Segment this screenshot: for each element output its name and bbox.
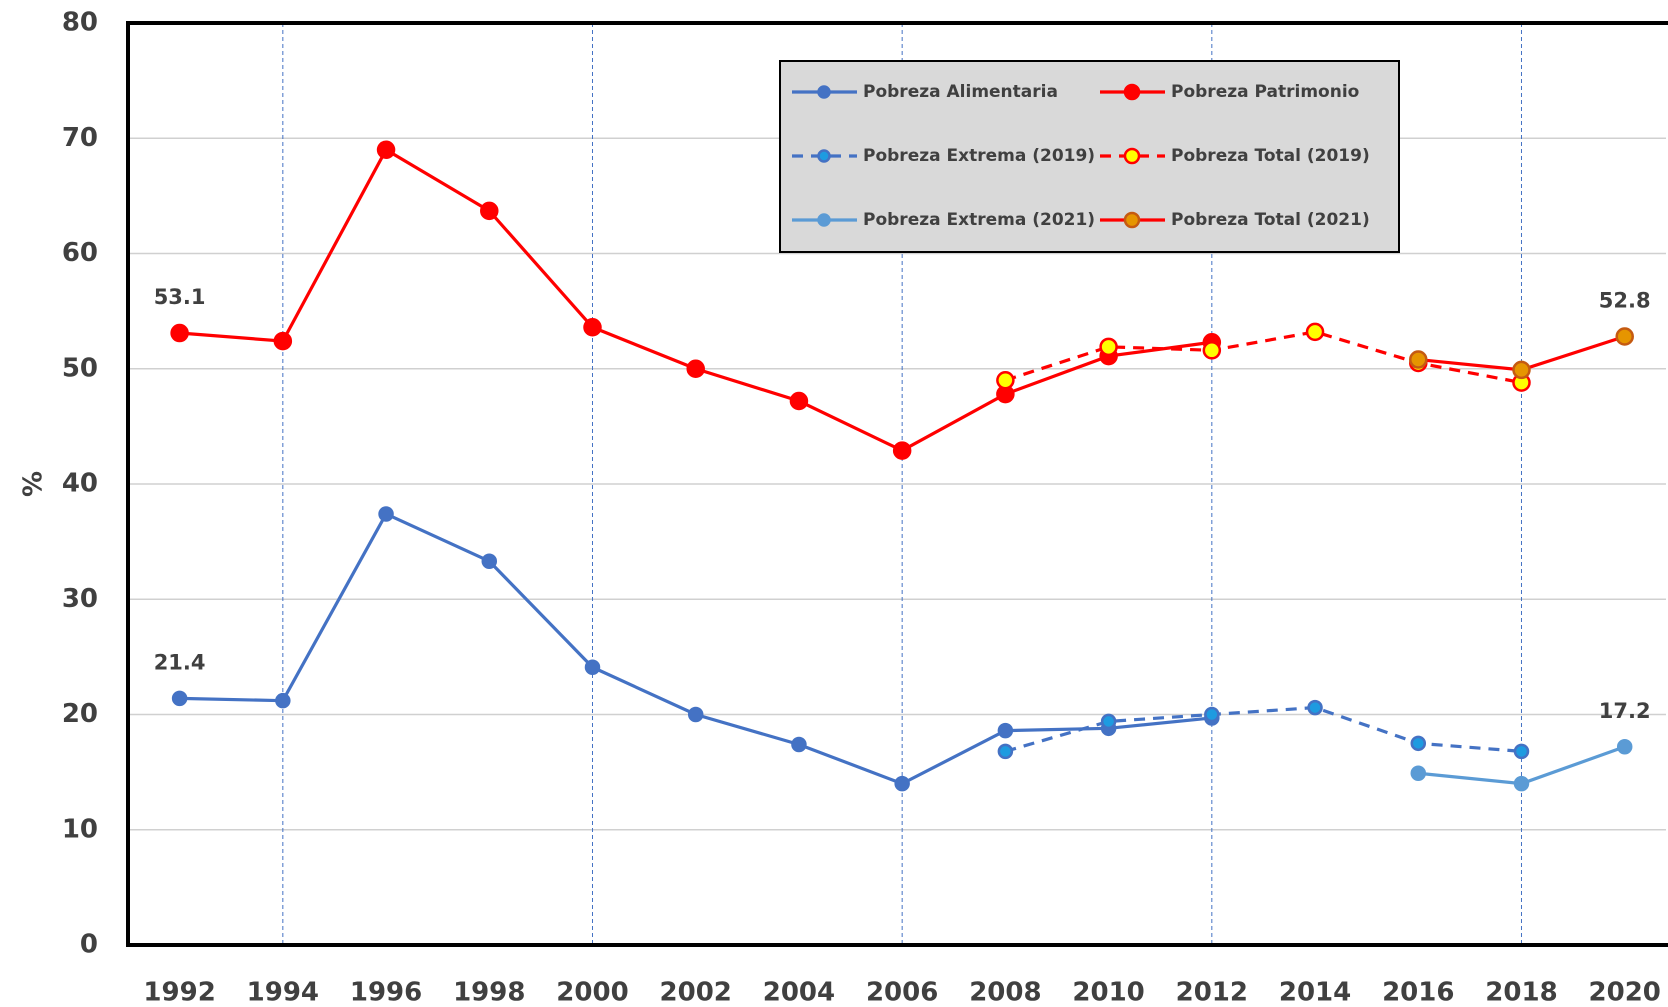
marker xyxy=(1513,775,1530,792)
x-tick-label: 2014 xyxy=(1279,978,1351,1007)
marker xyxy=(1410,735,1427,752)
x-tick-label: 2006 xyxy=(866,978,938,1007)
series-line xyxy=(1004,705,1522,753)
y-tick-label: 10 xyxy=(62,814,98,844)
x-tick-label: 2018 xyxy=(1485,978,1557,1007)
marker xyxy=(275,692,291,709)
marker xyxy=(789,391,809,411)
marker xyxy=(1099,337,1118,357)
x-tick-label: 2004 xyxy=(763,978,835,1007)
legend-box xyxy=(779,60,1400,253)
marker xyxy=(170,323,189,343)
marker xyxy=(1307,699,1323,716)
marker xyxy=(584,659,601,675)
legend-label: Pobreza Extrema (2021) xyxy=(863,210,1095,230)
x-tick-label: 2010 xyxy=(1072,978,1144,1007)
marker xyxy=(1409,350,1428,369)
x-tick-label: 1996 xyxy=(350,978,422,1007)
marker xyxy=(378,506,394,522)
marker xyxy=(1100,713,1117,730)
marker xyxy=(583,318,602,337)
marker xyxy=(480,201,499,221)
plot-border xyxy=(126,21,1668,947)
x-tick-label: 2000 xyxy=(556,978,628,1007)
legend-marker xyxy=(817,85,831,99)
data-label: 52.8 xyxy=(1599,288,1651,312)
data-label: 53.1 xyxy=(154,285,206,309)
marker xyxy=(894,775,910,792)
y-tick-label: 80 xyxy=(62,8,98,38)
y-tick-label: 60 xyxy=(62,238,98,268)
marker xyxy=(1202,341,1222,360)
legend-label: Pobreza Patrimonio xyxy=(1171,82,1359,102)
marker xyxy=(1616,739,1633,755)
marker xyxy=(791,736,807,753)
y-tick-label: 30 xyxy=(62,584,98,614)
marker xyxy=(481,553,498,569)
legend-label: Pobreza Extrema (2019) xyxy=(863,146,1095,166)
marker xyxy=(273,331,293,351)
x-tick-label: 2020 xyxy=(1589,978,1661,1007)
marker xyxy=(171,690,188,707)
y-tick-label: 70 xyxy=(62,123,98,153)
legend-label: Pobreza Total (2019) xyxy=(1171,146,1370,166)
marker xyxy=(997,743,1014,760)
y-tick-label: 40 xyxy=(62,469,98,499)
legend-marker xyxy=(817,213,831,227)
data-label: 17.2 xyxy=(1599,699,1651,723)
marker xyxy=(1305,322,1325,342)
legend-label: Pobreza Alimentaria xyxy=(863,82,1058,102)
x-tick-label: 2002 xyxy=(660,978,732,1007)
y-axis-label: % xyxy=(19,471,49,497)
legend-marker xyxy=(1123,211,1141,229)
marker xyxy=(1410,765,1427,782)
marker xyxy=(1513,743,1530,760)
marker xyxy=(376,140,396,160)
series-line xyxy=(1004,330,1522,385)
y-tick-label: 0 xyxy=(80,930,98,960)
y-tick-label: 20 xyxy=(62,699,98,729)
legend-label: Pobreza Total (2021) xyxy=(1171,210,1370,230)
legend-marker xyxy=(1123,83,1141,101)
marker xyxy=(1512,360,1531,380)
x-tick-label: 2012 xyxy=(1176,978,1248,1007)
x-tick-label: 1992 xyxy=(143,978,215,1007)
marker xyxy=(996,371,1015,390)
x-tick-label: 2008 xyxy=(969,978,1041,1007)
marker xyxy=(1204,706,1220,723)
marker xyxy=(997,722,1014,739)
legend-marker xyxy=(1123,147,1141,165)
marker xyxy=(1615,327,1634,346)
legend-marker xyxy=(817,149,831,163)
marker xyxy=(686,359,705,378)
x-tick-label: 1998 xyxy=(453,978,525,1007)
data-label: 21.4 xyxy=(154,650,206,674)
marker xyxy=(687,706,704,723)
y-tick-label: 50 xyxy=(62,353,98,383)
marker xyxy=(892,441,912,460)
x-tick-label: 1994 xyxy=(247,978,319,1007)
x-tick-label: 2016 xyxy=(1382,978,1454,1007)
